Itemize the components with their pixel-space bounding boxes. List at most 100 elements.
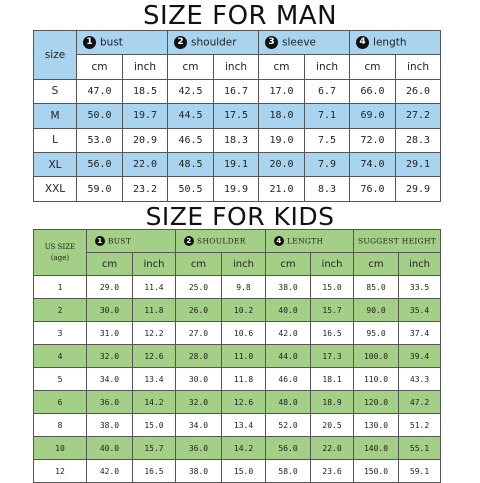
table-cell: 12.6 xyxy=(132,344,176,368)
table-cell: 7.1 xyxy=(304,103,351,129)
table-cell: 28.3 xyxy=(395,127,442,153)
table-cell: 66.0 xyxy=(349,78,397,105)
table-cell: 69.0 xyxy=(349,103,397,129)
table-cell: 74.0 xyxy=(349,151,397,178)
number-2-icon: 2 xyxy=(174,36,188,50)
age-cell: 1 xyxy=(33,275,87,299)
table-cell: 59.0 xyxy=(76,176,123,202)
bust-group-header: 1 BUST xyxy=(86,229,176,253)
table-cell: 18.3 xyxy=(213,127,260,153)
length-group-header: 4 length xyxy=(349,29,442,56)
table-row: 12 42.0 16.5 38.0 15.0 58.0 23.6 150.0 5… xyxy=(33,459,442,483)
table-cell: 130.0 xyxy=(353,413,400,437)
table-cell: 14.2 xyxy=(132,390,176,414)
table-cell: 42.0 xyxy=(265,321,312,345)
group-label: length xyxy=(373,36,407,49)
table-cell: 34.0 xyxy=(175,413,222,437)
table-cell: 8.3 xyxy=(304,176,351,202)
table-cell: 30.0 xyxy=(175,367,222,391)
table-cell: 47.0 xyxy=(76,78,123,105)
table-cell: 48.0 xyxy=(265,390,312,414)
table-row: 3 31.0 12.2 27.0 10.6 42.0 16.5 95.0 37.… xyxy=(33,321,442,345)
unit-cell: inch xyxy=(121,54,169,80)
table-cell: 23.2 xyxy=(121,176,169,202)
table-cell: 18.1 xyxy=(310,367,355,391)
group-label: sleeve xyxy=(282,36,317,49)
table-cell: 59.1 xyxy=(398,459,442,483)
table-cell: 22.0 xyxy=(310,436,355,460)
unit-row: cm inch cm inch cm inch cm inch xyxy=(34,252,442,276)
age-header-line2: (age) xyxy=(50,253,70,262)
table-cell: 33.5 xyxy=(398,275,442,299)
table-cell: 32.0 xyxy=(86,344,133,368)
group-label: SHOULDER xyxy=(197,236,246,246)
unit-cell: inch xyxy=(304,54,351,80)
table-cell: 15.0 xyxy=(220,459,267,483)
table-cell: 9.8 xyxy=(220,275,267,299)
size-cell: S xyxy=(33,78,77,105)
table-cell: 120.0 xyxy=(353,390,400,414)
table-cell: 6.7 xyxy=(304,78,351,105)
table-cell: 16.5 xyxy=(310,321,355,345)
table-cell: 34.0 xyxy=(86,367,133,391)
table-cell: 21.0 xyxy=(258,176,306,202)
table-row: XL 56.0 22.0 48.5 19.1 20.0 7.9 74.0 29.… xyxy=(33,151,442,178)
table-cell: 51.2 xyxy=(398,413,442,437)
group-label: BUST xyxy=(108,236,132,246)
table-cell: 26.0 xyxy=(175,298,222,322)
table-cell: 40.0 xyxy=(265,298,312,322)
table-cell: 11.8 xyxy=(132,298,176,322)
group-label: shoulder xyxy=(191,36,237,49)
table-cell: 38.0 xyxy=(265,275,312,299)
table-cell: 39.4 xyxy=(398,344,442,368)
number-4-icon: 4 xyxy=(274,236,285,246)
table-cell: 31.0 xyxy=(86,321,133,345)
table-row: M 50.0 19.7 44.5 17.5 18.0 7.1 69.0 27.2 xyxy=(33,103,442,129)
table-cell: 150.0 xyxy=(353,459,400,483)
unit-cell: inch xyxy=(132,252,176,276)
table-cell: 11.0 xyxy=(220,344,267,368)
table-cell: 15.0 xyxy=(310,275,355,299)
table-cell: 29.9 xyxy=(395,176,442,202)
table-cell: 85.0 xyxy=(353,275,400,299)
unit-cell: cm xyxy=(86,252,133,276)
table-cell: 72.0 xyxy=(349,127,397,153)
unit-cell: cm xyxy=(353,252,400,276)
table-cell: 95.0 xyxy=(353,321,400,345)
table-cell: 46.0 xyxy=(265,367,312,391)
shoulder-group-header: 2 shoulder xyxy=(167,29,260,56)
table-cell: 32.0 xyxy=(175,390,222,414)
table-cell: 55.1 xyxy=(398,436,442,460)
table-cell: 53.0 xyxy=(76,127,123,153)
age-cell: 6 xyxy=(33,390,87,414)
table-cell: 140.0 xyxy=(353,436,400,460)
table-cell: 20.0 xyxy=(258,151,306,178)
unit-cell: inch xyxy=(398,252,442,276)
size-cell: L xyxy=(33,127,77,153)
table-cell: 52.0 xyxy=(265,413,312,437)
table-cell: 19.9 xyxy=(213,176,260,202)
table-cell: 16.7 xyxy=(213,78,260,105)
table-cell: 40.0 xyxy=(86,436,133,460)
age-cell: 2 xyxy=(33,298,87,322)
table-cell: 10.2 xyxy=(220,298,267,322)
table-cell: 56.0 xyxy=(265,436,312,460)
table-cell: 43.3 xyxy=(398,367,442,391)
age-cell: 10 xyxy=(33,436,87,460)
age-cell: 4 xyxy=(33,344,87,368)
unit-cell: cm xyxy=(349,54,397,80)
table-cell: 42.0 xyxy=(86,459,133,483)
bust-group-header: 1 bust xyxy=(75,29,169,56)
table-cell: 76.0 xyxy=(349,176,397,202)
table-cell: 44.0 xyxy=(265,344,312,368)
unit-cell: inch xyxy=(395,54,442,80)
unit-cell: cm xyxy=(265,252,312,276)
table-cell: 15.7 xyxy=(132,436,176,460)
number-3-icon: 3 xyxy=(265,36,279,50)
table-cell: 36.0 xyxy=(175,436,222,460)
age-header-line1: US SIZE xyxy=(44,242,76,251)
age-cell: 8 xyxy=(33,413,87,437)
table-cell: 10.6 xyxy=(220,321,267,345)
group-label: LENGTH xyxy=(287,236,324,246)
table-cell: 26.0 xyxy=(395,78,442,105)
